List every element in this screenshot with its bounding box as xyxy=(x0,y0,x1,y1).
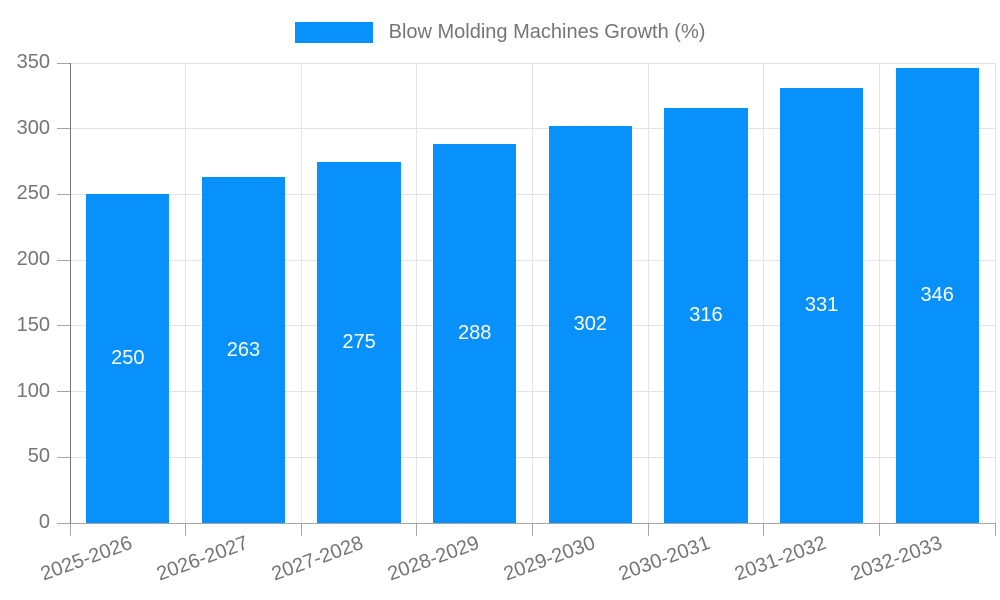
x-axis-tick xyxy=(994,523,996,536)
bar-2029-2030[interactable]: 302 xyxy=(548,126,632,523)
bar-value-label: 316 xyxy=(689,303,723,326)
y-axis-tick-label: 300 xyxy=(16,116,50,139)
legend-swatch xyxy=(294,22,373,43)
y-axis-tick-label: 150 xyxy=(16,313,50,336)
bar-2030-2031[interactable]: 316 xyxy=(664,107,748,523)
bar-value-label: 288 xyxy=(458,322,492,345)
x-axis-category-label: 2031-2032 xyxy=(731,532,830,586)
gridline-vertical xyxy=(532,63,533,523)
legend-label: Blow Molding Machines Growth (%) xyxy=(388,21,706,43)
x-axis-category-label: 2030-2031 xyxy=(616,532,714,586)
y-axis-tick xyxy=(57,259,70,261)
plot-area: 0 50 100 150 200 250 300 350 250 2025-2026 263 2026… xyxy=(17,51,996,585)
gridline-vertical xyxy=(647,63,649,523)
x-axis-category-label: 2029-2030 xyxy=(500,532,598,586)
y-axis-tick xyxy=(57,193,70,195)
gridline-vertical xyxy=(416,63,418,523)
x-axis-tick xyxy=(300,523,302,536)
y-axis-tick-label: 0 xyxy=(38,511,50,533)
bar-2028-2029[interactable]: 288 xyxy=(433,144,517,523)
y-axis-tick-label: 100 xyxy=(16,379,50,402)
bar-value-label: 302 xyxy=(573,313,607,336)
y-axis-tick-label: 350 xyxy=(16,51,50,73)
gridline-vertical xyxy=(878,63,880,523)
gridline-vertical xyxy=(300,63,302,523)
x-axis-category-label: 2027-2028 xyxy=(269,532,367,586)
x-axis-tick xyxy=(416,523,418,536)
x-axis-category-label: 2026-2027 xyxy=(153,532,251,586)
bar-value-label: 275 xyxy=(342,330,376,353)
y-axis-tick-label: 50 xyxy=(27,445,50,468)
legend[interactable]: Blow Molding Machines Growth (%) xyxy=(0,21,1000,44)
bar-2026-2027[interactable]: 263 xyxy=(201,177,286,523)
y-axis-tick xyxy=(57,522,70,524)
y-axis-tick xyxy=(57,391,70,393)
x-axis-tick xyxy=(878,523,880,536)
x-axis-tick xyxy=(532,523,533,536)
bar-2032-2033[interactable]: 346 xyxy=(895,68,979,523)
bar-value-label: 250 xyxy=(111,347,145,370)
x-axis-category-label: 2032-2033 xyxy=(847,532,945,586)
bar-2027-2028[interactable]: 275 xyxy=(317,161,401,523)
y-axis-tick xyxy=(57,62,70,64)
gridline-vertical xyxy=(763,63,765,523)
y-axis-tick-label: 200 xyxy=(16,248,50,271)
y-axis-line xyxy=(69,63,71,523)
bar-value-label: 263 xyxy=(226,338,261,361)
y-axis-tick-label: 250 xyxy=(16,182,50,205)
x-axis-tick xyxy=(185,523,187,536)
gridline-vertical xyxy=(185,63,187,523)
bar-2031-2032[interactable]: 331 xyxy=(779,87,864,523)
x-axis-category-label: 2025-2026 xyxy=(37,532,136,586)
bar-value-label: 331 xyxy=(804,293,839,316)
x-axis-category-label: 2028-2029 xyxy=(384,532,483,586)
y-axis-tick xyxy=(57,128,70,130)
x-axis-tick xyxy=(69,523,71,536)
bar-value-label: 346 xyxy=(920,284,954,307)
y-axis-tick xyxy=(57,456,70,458)
gridline-vertical xyxy=(994,63,996,523)
y-axis-tick xyxy=(57,325,70,327)
bar-2025-2026[interactable]: 250 xyxy=(86,194,170,523)
x-axis-tick xyxy=(763,523,765,536)
x-axis-tick xyxy=(647,523,649,536)
